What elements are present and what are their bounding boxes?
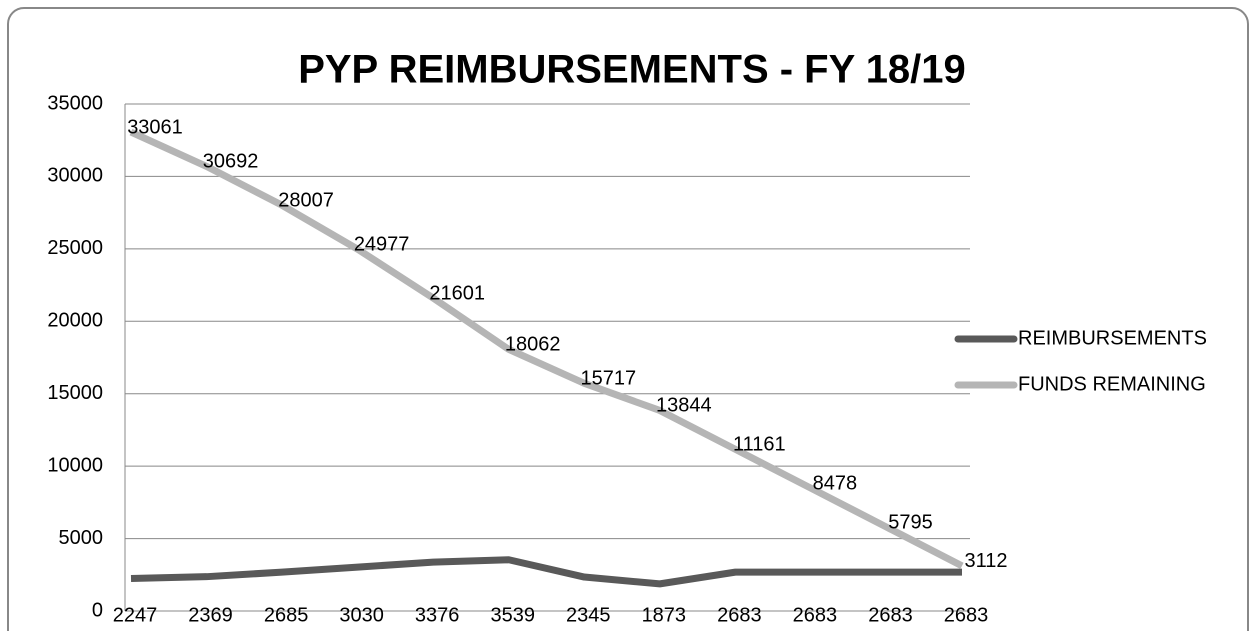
y-tick-label: 10000 (47, 454, 103, 476)
data-label: 8478 (813, 472, 858, 494)
data-label: 2369 (188, 604, 233, 626)
data-label: 11161 (733, 434, 786, 456)
legend-label: FUNDS REMAINING (1018, 373, 1206, 395)
data-label: 21601 (429, 282, 485, 304)
data-label: 3112 (964, 550, 1007, 572)
line-series (129, 128, 964, 570)
data-label: 3539 (490, 604, 535, 626)
data-label: 28007 (278, 190, 334, 212)
data-label: 1873 (642, 604, 687, 626)
y-tick-label: 20000 (47, 310, 103, 332)
data-label: 2683 (868, 604, 913, 626)
data-label: 24977 (354, 233, 410, 255)
legend-label: REIMBURSEMENTS (1018, 327, 1207, 349)
data-label: 3376 (415, 604, 460, 626)
y-tick-label: 5000 (59, 527, 104, 549)
data-label: 2683 (717, 604, 762, 626)
line-series (130, 556, 962, 588)
data-label: 3030 (339, 604, 384, 626)
y-tick-label: 0 (92, 599, 103, 621)
data-label: 15717 (580, 368, 636, 390)
data-label: 2345 (566, 604, 611, 626)
y-tick-label: 30000 (47, 165, 103, 187)
y-tick-label: 15000 (47, 382, 103, 404)
data-label: 33061 (127, 116, 183, 138)
chart-frame (7, 7, 1249, 631)
data-label: 30692 (203, 151, 259, 173)
data-label: 2683 (944, 604, 989, 626)
y-tick-label: 25000 (47, 237, 103, 259)
chart-title: PYP REIMBURSEMENTS - FY 18/19 (298, 48, 966, 92)
y-tick-label: 35000 (47, 92, 103, 114)
data-label: 2247 (113, 604, 158, 626)
data-label: 2685 (264, 604, 309, 626)
data-label: 13844 (656, 395, 712, 417)
data-label: 2683 (793, 604, 838, 626)
data-label: 18062 (505, 334, 561, 356)
data-label: 5795 (888, 511, 933, 533)
